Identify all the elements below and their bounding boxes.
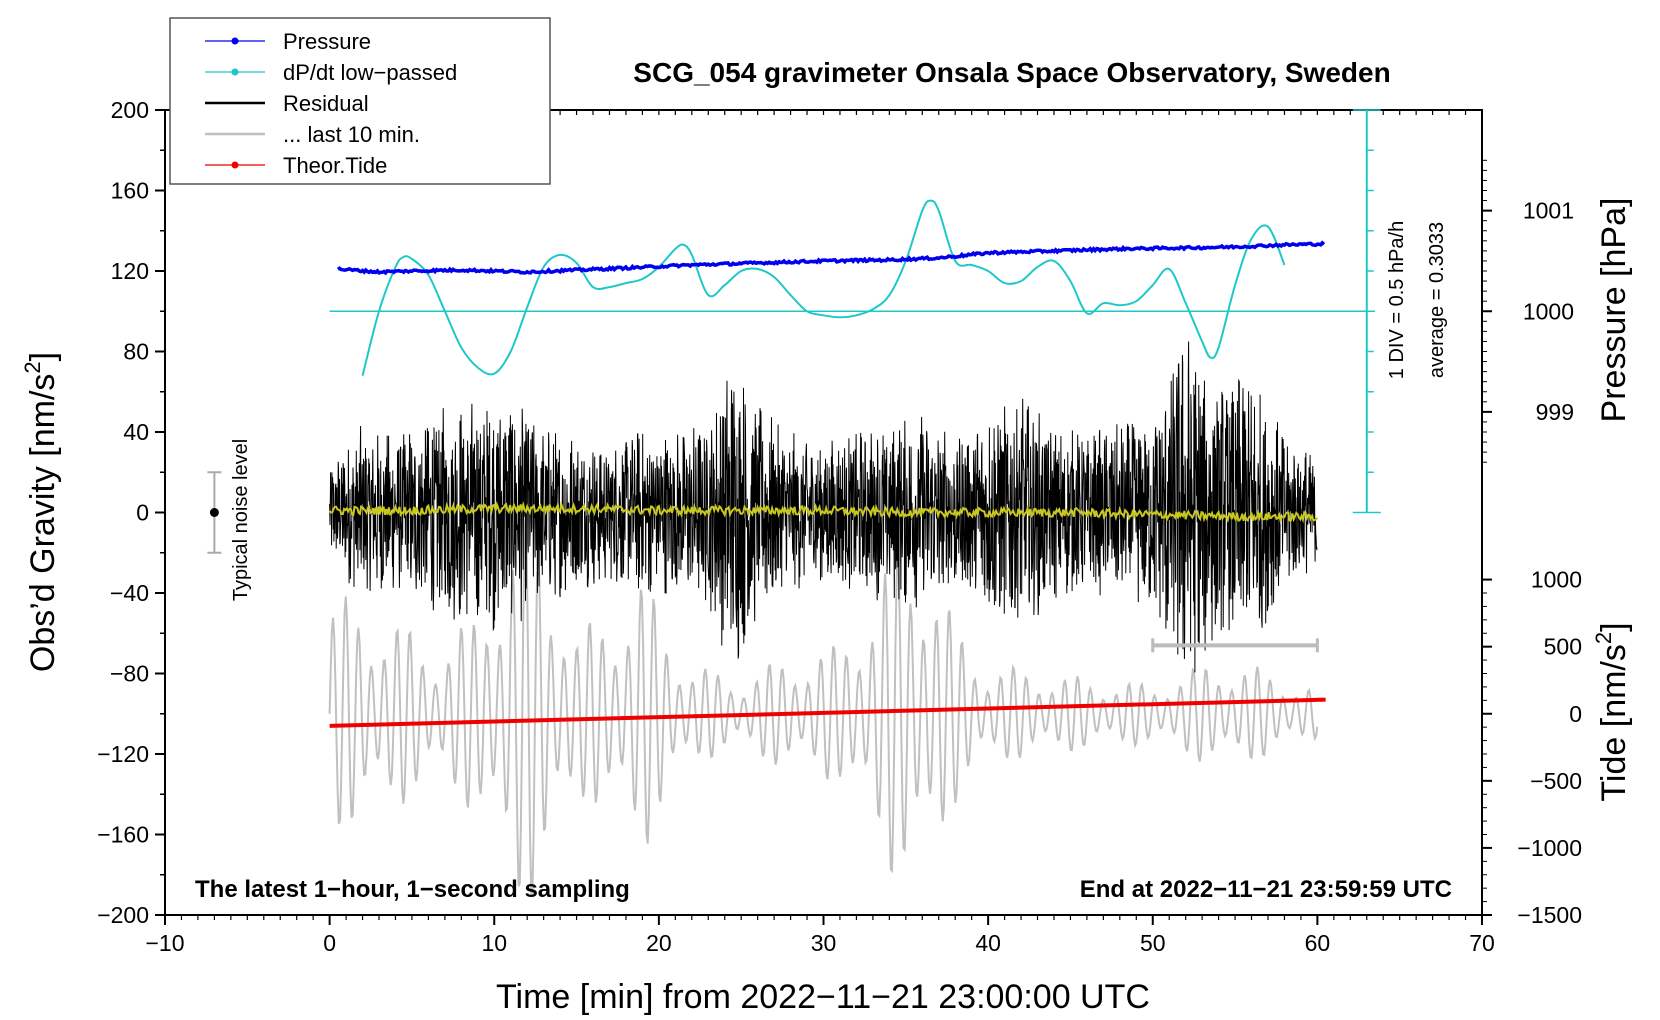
time-tick-label: 60 bbox=[1305, 930, 1331, 956]
time-tick-label: 0 bbox=[323, 930, 336, 956]
tide-tick-label: 0 bbox=[1569, 701, 1582, 727]
time-tick-label: 20 bbox=[646, 930, 672, 956]
series-residual-smoothed bbox=[328, 500, 1319, 525]
pressure-tick-label: 1000 bbox=[1523, 298, 1574, 324]
annotation-bottom-right: End at 2022−11−21 23:59:59 UTC bbox=[1080, 876, 1452, 903]
legend-label: dP/dt low−passed bbox=[283, 60, 457, 85]
time-tick-label: 10 bbox=[481, 930, 507, 956]
tide-tick-label: −500 bbox=[1530, 768, 1582, 794]
pressure-line bbox=[336, 240, 1326, 276]
series-residual bbox=[329, 341, 1318, 673]
dpdt-line bbox=[361, 199, 1286, 376]
legend: Pressure dP/dt low−passed Residual ... last… bbox=[169, 17, 551, 185]
noise-level-marker bbox=[207, 471, 222, 554]
dpdt-scale-div-label: 1 DIV = 0.5 hPa/h bbox=[1386, 221, 1408, 379]
gravity-tick-label: 0 bbox=[136, 500, 149, 526]
legend-label: Pressure bbox=[283, 29, 371, 54]
time-tick-label: 50 bbox=[1140, 930, 1166, 956]
gravity-tick-label: 120 bbox=[111, 258, 149, 284]
gravity-axis-ticks: 200 160 120 80 40 0 −40 −80 −120 −160 −200 bbox=[97, 97, 165, 928]
last-10-min-bracket bbox=[1151, 638, 1319, 653]
tide-axis-ticks: 1000 500 0 −500 −1000 −1500 bbox=[1482, 567, 1582, 928]
y-axis-title-gravity: Obs’d Gravity [nm/s2] bbox=[20, 352, 62, 672]
gravity-tick-label: −200 bbox=[97, 902, 149, 928]
chart-title: SCG_054 gravimeter Onsala Space Observat… bbox=[633, 57, 1390, 88]
tide-tick-label: −1000 bbox=[1517, 835, 1582, 861]
series-theoretical-tide bbox=[329, 697, 1326, 728]
pressure-axis-ticks: 1001 1000 999 bbox=[1482, 159, 1574, 463]
gravity-tick-label: 80 bbox=[123, 339, 149, 365]
legend-marker bbox=[231, 68, 239, 76]
annotation-bottom-left: The latest 1−hour, 1−second sampling bbox=[195, 876, 630, 903]
legend-marker bbox=[231, 37, 239, 45]
series-dpdt-low-passed bbox=[329, 199, 1375, 376]
gravity-tick-label: 160 bbox=[111, 178, 149, 204]
legend-label: Theor.Tide bbox=[283, 153, 387, 178]
noise-level-label: Typical noise level bbox=[230, 439, 252, 601]
legend-label: ... last 10 min. bbox=[283, 122, 420, 147]
gravity-tick-label: −40 bbox=[110, 580, 149, 606]
gravity-tick-label: −80 bbox=[110, 661, 149, 687]
gravity-tick-label: −120 bbox=[97, 741, 149, 767]
pressure-tick-label: 1001 bbox=[1523, 198, 1574, 224]
theoretical-tide-line bbox=[329, 697, 1326, 728]
time-axis-ticks: −10 0 10 20 30 40 50 60 70 bbox=[145, 110, 1495, 956]
dpdt-scale-average-label: average = 0.3033 bbox=[1426, 222, 1448, 378]
x-axis-title: Time [min] from 2022−11−21 23:00:00 UTC bbox=[496, 978, 1150, 1016]
pressure-tick-label: 999 bbox=[1536, 399, 1574, 425]
tide-tick-label: −1500 bbox=[1517, 902, 1582, 928]
tide-tick-label: 500 bbox=[1544, 634, 1582, 660]
dpdt-scale-ruler bbox=[1352, 109, 1381, 514]
y-axis-title-tide: Tide [nm/s2] bbox=[1591, 622, 1633, 801]
residual-line bbox=[329, 341, 1318, 673]
legend-marker bbox=[231, 161, 239, 169]
legend-label: Residual bbox=[283, 91, 369, 116]
noise-level-dot bbox=[209, 508, 219, 517]
y-axis-title-pressure: Pressure [hPa] bbox=[1595, 198, 1633, 423]
time-tick-label: 30 bbox=[811, 930, 837, 956]
series-pressure bbox=[336, 240, 1326, 276]
gravity-tick-label: 200 bbox=[111, 97, 149, 123]
time-tick-label: −10 bbox=[145, 930, 184, 956]
time-tick-label: 70 bbox=[1469, 930, 1495, 956]
gravity-tick-label: 40 bbox=[123, 419, 149, 445]
time-tick-label: 40 bbox=[975, 930, 1001, 956]
gravity-tick-label: −160 bbox=[97, 822, 149, 848]
tide-tick-label: 1000 bbox=[1531, 567, 1582, 593]
residual-smoothed-line bbox=[328, 500, 1319, 525]
legend-box bbox=[169, 17, 551, 185]
